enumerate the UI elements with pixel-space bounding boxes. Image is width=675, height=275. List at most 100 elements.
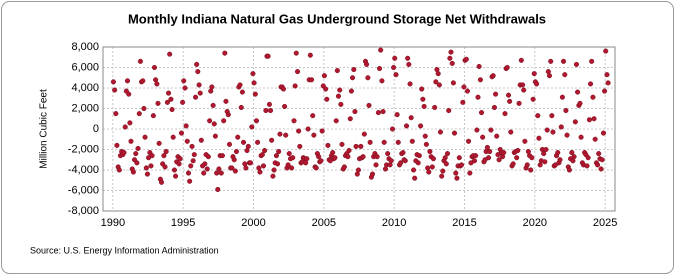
data-point	[215, 186, 221, 193]
data-point	[231, 157, 237, 163]
data-point	[188, 163, 194, 169]
data-point	[127, 120, 133, 126]
data-point	[536, 135, 542, 141]
data-point	[484, 144, 490, 150]
data-point	[277, 131, 283, 137]
data-point	[339, 141, 345, 147]
data-point	[557, 157, 563, 163]
x-tick-label: 2005	[312, 217, 336, 229]
data-point	[449, 60, 455, 66]
data-point	[173, 173, 179, 179]
data-point	[239, 89, 245, 95]
data-point	[496, 157, 502, 163]
data-point	[325, 142, 331, 148]
data-point	[502, 111, 508, 117]
data-point	[144, 171, 150, 177]
y-tick-label: 0	[93, 123, 99, 135]
data-point	[291, 118, 297, 124]
data-point	[293, 50, 299, 56]
data-point	[381, 139, 387, 145]
y-tick-label: -2,000	[68, 143, 99, 155]
data-point	[423, 141, 429, 147]
data-point	[133, 151, 139, 157]
data-point	[542, 159, 548, 165]
data-point	[398, 160, 404, 166]
data-point	[332, 155, 338, 161]
data-point	[471, 158, 478, 164]
data-point	[259, 152, 265, 158]
data-point	[365, 75, 371, 81]
y-tick-label: 8,000	[71, 41, 99, 53]
data-point	[591, 116, 597, 122]
data-point	[467, 170, 473, 176]
data-point	[282, 103, 288, 109]
y-tick-label: -8,000	[68, 205, 99, 217]
data-point	[389, 126, 396, 132]
data-point	[429, 164, 435, 170]
data-point	[121, 150, 127, 156]
data-point	[604, 72, 610, 78]
data-point	[590, 94, 596, 100]
data-point	[149, 153, 155, 159]
data-point	[169, 106, 175, 113]
data-point	[309, 77, 315, 83]
data-point	[393, 72, 399, 78]
data-point	[420, 96, 426, 102]
data-point	[477, 77, 483, 83]
data-point	[456, 155, 462, 161]
data-point	[348, 88, 354, 94]
data-point	[531, 71, 537, 77]
data-point	[376, 65, 383, 72]
data-point	[323, 86, 329, 92]
data-point	[170, 134, 176, 140]
data-point	[460, 99, 466, 105]
data-point	[504, 64, 510, 71]
data-point	[286, 151, 292, 157]
data-point	[427, 149, 433, 155]
y-tick-label: 6,000	[71, 61, 99, 73]
data-point	[439, 173, 445, 179]
data-point	[361, 131, 367, 137]
data-point	[575, 89, 581, 95]
data-point	[534, 81, 540, 87]
data-point	[141, 105, 147, 112]
data-point	[204, 166, 210, 172]
data-point	[541, 151, 547, 157]
data-point	[369, 171, 376, 177]
data-point	[263, 108, 269, 114]
data-point	[311, 132, 317, 138]
data-point	[134, 160, 140, 166]
data-point	[422, 133, 428, 139]
data-point	[126, 91, 132, 97]
data-point	[366, 102, 372, 108]
data-point	[252, 91, 258, 97]
data-point	[585, 155, 591, 161]
data-point	[453, 170, 459, 176]
data-point	[535, 113, 541, 119]
data-point	[333, 118, 339, 124]
data-point	[136, 111, 142, 117]
data-point	[307, 52, 313, 58]
data-point	[161, 153, 167, 159]
data-point	[257, 169, 263, 175]
data-point	[448, 49, 454, 55]
data-point	[475, 94, 481, 100]
data-point	[226, 141, 233, 147]
data-point	[233, 149, 240, 155]
data-point	[316, 154, 322, 160]
data-point	[130, 169, 136, 175]
data-point	[463, 56, 469, 62]
data-point	[458, 162, 465, 168]
data-point	[211, 121, 217, 127]
data-point	[451, 130, 458, 136]
data-point	[240, 139, 247, 145]
data-point	[243, 165, 249, 171]
data-point	[341, 164, 347, 170]
data-point	[207, 118, 213, 124]
data-point	[501, 150, 507, 156]
data-point	[364, 61, 370, 67]
data-point	[273, 153, 279, 159]
data-point	[494, 133, 500, 139]
data-point	[530, 96, 536, 102]
data-point	[265, 53, 271, 59]
